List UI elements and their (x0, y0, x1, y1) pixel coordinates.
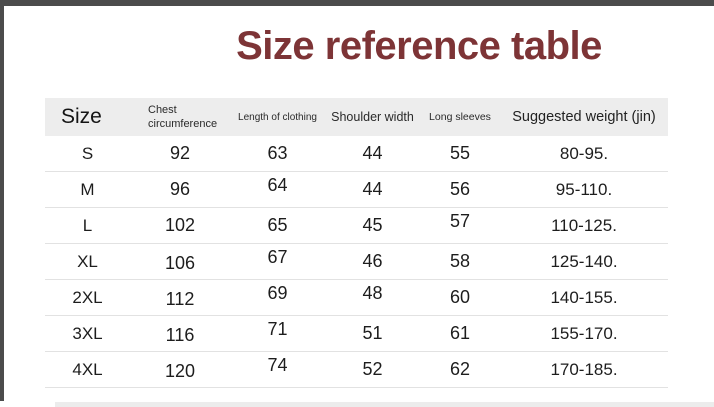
page-title: Size reference table (236, 24, 602, 68)
cell-sleeves: 61 (449, 323, 471, 343)
table-row-l: L 102 65 45 57 110-125. (45, 208, 668, 244)
bottom-scan-strip (55, 402, 714, 407)
cell-sleeves: 58 (449, 251, 471, 271)
table-header-row: Size Chest circumference Length of cloth… (45, 98, 668, 136)
cell-chest: 106 (164, 253, 196, 273)
cell-weight: 125-140. (550, 251, 618, 271)
cell-chest: 112 (165, 289, 195, 309)
cell-length: 71 (267, 319, 288, 339)
cell-sleeves: 55 (449, 143, 471, 163)
table-row-xl: XL 106 67 46 58 125-140. (45, 244, 668, 280)
cell-size: L (82, 215, 93, 235)
cell-length: 63 (267, 143, 288, 163)
cell-size: XL (77, 251, 98, 271)
cell-sleeves: 60 (449, 287, 471, 307)
cell-length: 69 (267, 283, 288, 303)
table-row-3xl: 3XL 116 71 51 61 155-170. (45, 316, 668, 352)
cell-shoulder: 51 (362, 323, 383, 343)
cell-sleeves: 57 (449, 211, 471, 231)
cell-size: S (81, 143, 94, 163)
cell-shoulder: 48 (362, 283, 383, 303)
cell-weight: 140-155. (550, 287, 618, 307)
cell-chest: 96 (169, 179, 191, 199)
frame-left-border (0, 0, 4, 401)
cell-length: 65 (267, 215, 288, 235)
size-reference-table: Size Chest circumference Length of cloth… (45, 98, 668, 388)
cell-size: M (80, 179, 95, 199)
cell-shoulder: 44 (362, 143, 383, 163)
cell-sleeves: 56 (449, 179, 471, 199)
cell-chest: 116 (165, 325, 195, 345)
cell-length: 64 (267, 175, 288, 195)
header-shoulder: Shoulder width (331, 110, 414, 124)
header-sleeves: Long sleeves (429, 111, 491, 123)
cell-sleeves: 62 (449, 359, 471, 379)
cell-size: 2XL (72, 287, 103, 307)
header-length: Length of clothing (238, 111, 317, 123)
header-size: Size (61, 105, 102, 128)
cell-weight: 80-95. (559, 143, 609, 163)
cell-length: 67 (267, 247, 288, 267)
cell-chest: 102 (164, 215, 196, 235)
cell-chest: 92 (169, 143, 191, 163)
cell-size: 4XL (72, 359, 103, 379)
cell-weight: 110-125. (551, 215, 617, 235)
cell-shoulder: 45 (362, 215, 383, 235)
cell-weight: 95-110. (555, 179, 613, 199)
table-row-2xl: 2XL 112 69 48 60 140-155. (45, 280, 668, 316)
cell-shoulder: 46 (362, 251, 383, 271)
header-chest: Chest circumference (148, 103, 218, 130)
cell-chest: 120 (164, 361, 196, 381)
table-row-4xl: 4XL 120 74 52 62 170-185. (45, 352, 668, 388)
cell-weight: 170-185. (550, 359, 618, 379)
cell-size: 3XL (72, 323, 103, 343)
header-weight: Suggested weight (jin) (512, 109, 656, 125)
cell-weight: 155-170. (550, 323, 618, 343)
cell-shoulder: 52 (362, 359, 383, 379)
cell-length: 74 (267, 355, 288, 375)
table-row-m: M 96 64 44 56 95-110. (45, 172, 668, 208)
frame-top-border (0, 0, 714, 6)
table-row-s: S 92 63 44 55 80-95. (45, 136, 668, 172)
cell-shoulder: 44 (362, 179, 383, 199)
